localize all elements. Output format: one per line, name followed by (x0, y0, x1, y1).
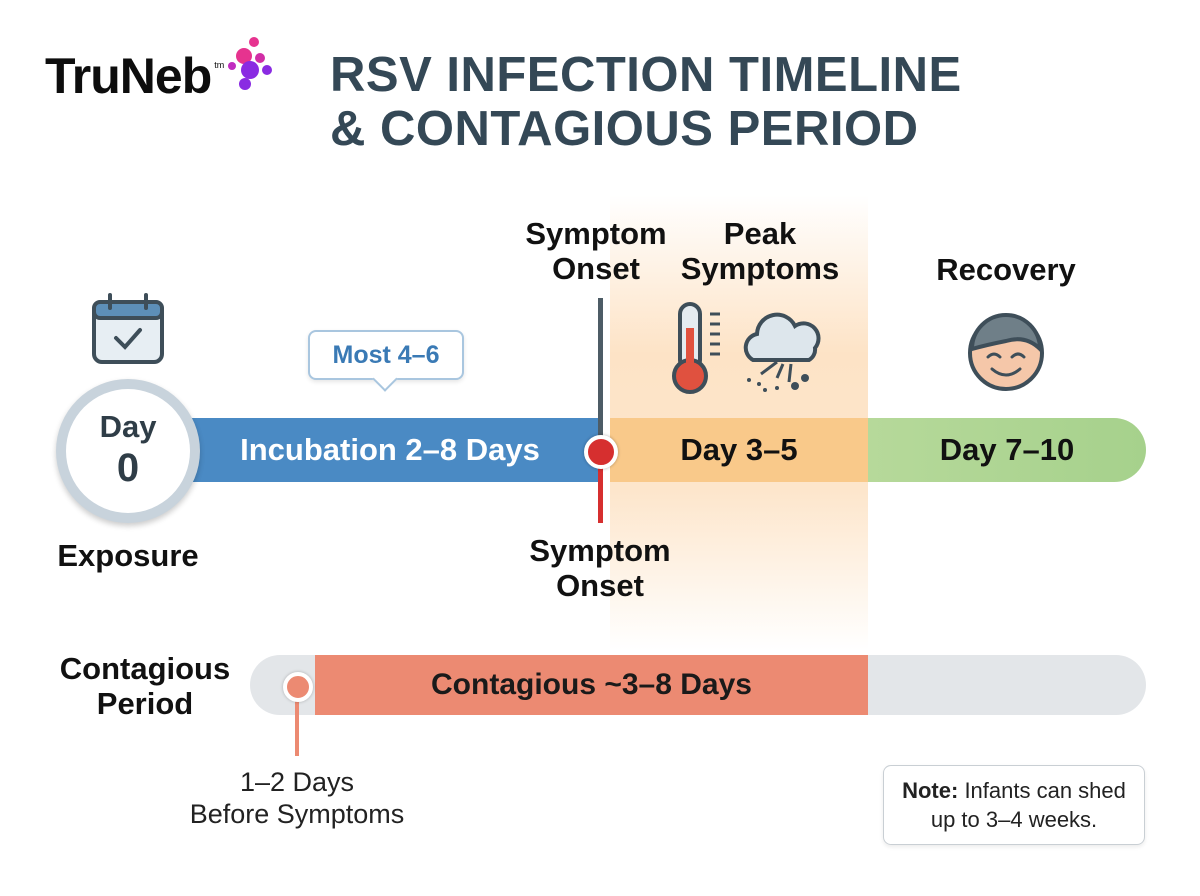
smiling-face-icon (968, 313, 1044, 391)
most-common-tooltip: Most 4–6 (308, 330, 464, 392)
title-line-1: RSV INFECTION TIMELINE (330, 48, 962, 102)
note-line-1: Note: Infants can shed (884, 776, 1144, 805)
title-line-2: & CONTAGIOUS PERIOD (330, 102, 919, 156)
note-bold: Note: (902, 778, 959, 803)
exposure-label: Exposure (57, 538, 199, 573)
calendar-check-icon (92, 293, 164, 364)
symptom-onset-bottom-label: Symptom Onset (529, 533, 670, 603)
onset-line-top (598, 298, 603, 448)
trademark: tm (214, 60, 225, 70)
symptom-onset-top-line-1: Symptom (525, 216, 667, 251)
symptom-onset-marker (584, 435, 618, 469)
peak-label: Day 3–5 (680, 432, 798, 467)
thermometer-icon (672, 302, 720, 394)
incubation-label: Incubation 2–8 Days (240, 432, 540, 467)
pre-symptom-marker (283, 672, 313, 702)
tooltip-text: Most 4–6 (332, 340, 440, 369)
page-title: RSV INFECTION TIMELINE & CONTAGIOUS PERI… (330, 48, 962, 156)
peak-symptoms-line-2: Symptoms (680, 251, 840, 286)
peak-symptoms-label: Peak Symptoms (681, 216, 839, 286)
contagious-bar-label: Contagious ~3–8 Days (431, 668, 752, 701)
logo-dots-icon (228, 37, 273, 90)
note-box: Note: Infants can shed up to 3–4 weeks. (883, 765, 1145, 845)
logo-text: TruNeb (45, 48, 212, 104)
tooltip-pointer (372, 366, 398, 392)
note-text: Infants can shed (958, 778, 1126, 803)
before-symptoms-line-2: Before Symptoms (189, 799, 405, 829)
symptom-onset-top-line-2: Onset (552, 251, 640, 286)
before-symptoms-line-1: 1–2 Days (239, 767, 355, 797)
before-symptoms-label: 1–2 Days Before Symptoms (190, 766, 405, 830)
symptom-onset-top-label: Symptom Onset (525, 216, 666, 286)
day-number: 0 (116, 446, 140, 490)
peak-symptoms-line-1: Peak (723, 216, 797, 251)
onset-line-bottom (598, 455, 603, 523)
day-label: Day (99, 409, 157, 444)
day-zero-badge: Day 0 (66, 389, 190, 513)
contagious-segment: Contagious ~3–8 Days (315, 655, 868, 715)
note-line-2: up to 3–4 weeks. (930, 807, 1098, 832)
cough-cloud-icon (743, 312, 821, 392)
incubation-segment: Incubation 2–8 Days (180, 418, 600, 482)
truneb-logo: TruNeb tm (45, 37, 282, 104)
recovery-segment: Day 7–10 (868, 418, 1146, 482)
contagious-label-line-2: Period (96, 686, 194, 721)
peak-segment: Day 3–5 (610, 418, 868, 482)
contagious-label-line-1: Contagious (59, 651, 231, 686)
recovery-segment-label: Day 7–10 (939, 432, 1075, 467)
pre-symptom-line (295, 696, 299, 756)
symptom-onset-bottom-line-1: Symptom (529, 533, 671, 568)
symptom-onset-bottom-line-2: Onset (556, 568, 644, 603)
recovery-label: Recovery (936, 252, 1076, 287)
contagious-period-label: Contagious Period (60, 651, 231, 721)
